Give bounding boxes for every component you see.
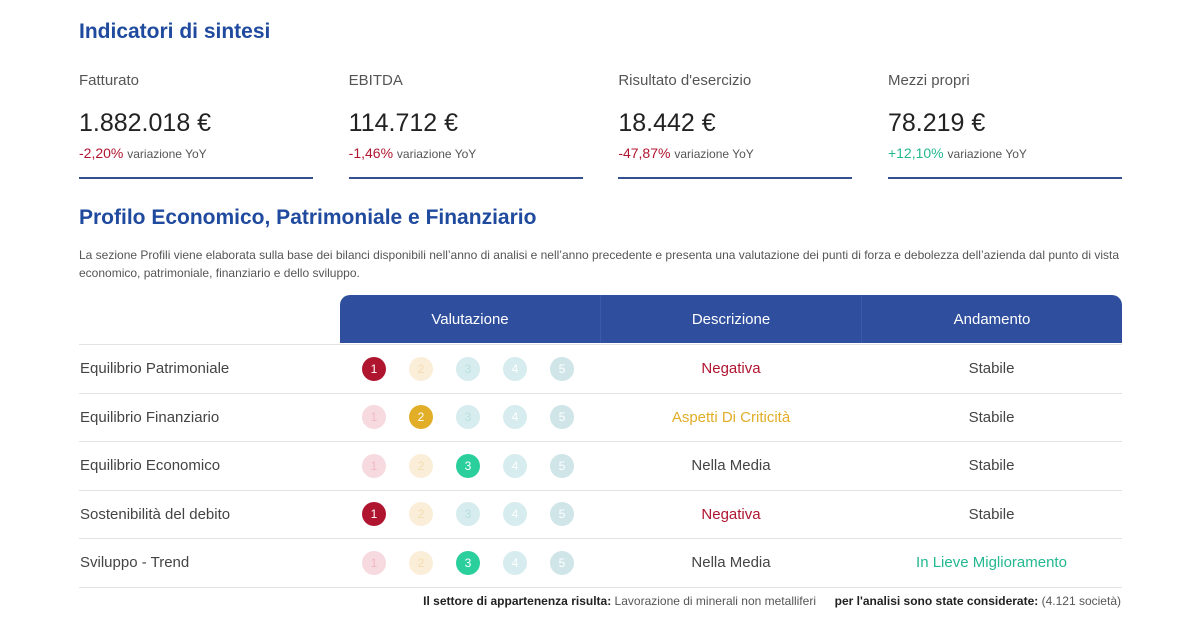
- row-description: Nella Media: [691, 554, 771, 572]
- table-row: Equilibrio Finanziario 1 2 3 4 5 Aspetti…: [79, 394, 1122, 442]
- kpi-value: 114.712 €: [348, 109, 459, 137]
- table-row: Sviluppo - Trend 1 2 3 4 5 Nella Media I…: [79, 539, 1122, 588]
- score-dot: 1: [362, 405, 386, 430]
- row-label: Sostenibilità del debito: [80, 505, 231, 523]
- kpi-delta: +12,10% variazione YoY: [888, 145, 1027, 161]
- row-description: Nella Media: [691, 457, 771, 475]
- kpi-delta-suffix: variazione YoY: [127, 147, 207, 161]
- kpi-delta-suffix: variazione YoY: [674, 147, 754, 161]
- score-dot: 2: [409, 502, 433, 527]
- row-trend: Stabile: [968, 408, 1015, 426]
- kpi-delta: -2,20% variazione YoY: [79, 145, 207, 161]
- table-row: Equilibrio Economico 1 2 3 4 5 Nella Med…: [79, 442, 1122, 491]
- row-trend: Stabile: [968, 505, 1015, 523]
- kpi-row: Fatturato 1.882.018 € -2,20% variazione …: [79, 71, 1122, 179]
- kpi-value: 1.882.018 €: [79, 109, 212, 137]
- sector-label: Il settore di appartenenza risulta:: [423, 594, 612, 608]
- kpi-delta-percent: -2,20%: [79, 145, 124, 161]
- score-dot: 1: [362, 550, 386, 575]
- kpi-card: EBITDA 114.712 € -1,46% variazione YoY: [348, 71, 583, 179]
- section-title-sintesi: Indicatori di sintesi: [79, 20, 271, 43]
- kpi-delta-percent: -47,87%: [618, 145, 671, 161]
- score-scale: 1 2 3 4 5: [362, 356, 574, 381]
- score-scale: 1 2 3 4 5: [362, 502, 574, 527]
- table-row: Equilibrio Patrimoniale 1 2 3 4 5 Negati…: [79, 345, 1122, 394]
- kpi-label: Risultato d'esercizio: [618, 72, 752, 89]
- kpi-label: Mezzi propri: [887, 72, 970, 89]
- column-header-descrizione: Descrizione: [601, 295, 862, 343]
- score-dot: 5: [550, 502, 574, 527]
- kpi-delta-percent: -1,46%: [348, 145, 394, 161]
- kpi-delta: -47,87% variazione YoY: [618, 145, 753, 161]
- score-dot: 2: [409, 453, 433, 478]
- sector-value: Lavorazione di minerali non metalliferi: [614, 594, 816, 608]
- row-description: Negativa: [701, 505, 761, 523]
- table-body: Equilibrio Patrimoniale 1 2 3 4 5 Negati…: [79, 344, 1122, 588]
- kpi-card: Mezzi propri 78.219 € +12,10% variazione…: [887, 71, 1122, 179]
- table-row: Sostenibilità del debito 1 2 3 4 5 Negat…: [79, 491, 1122, 539]
- count-label: per l'analisi sono state considerate:: [834, 594, 1039, 608]
- score-scale: 1 2 3 4 5: [362, 550, 574, 575]
- score-dot: 4: [503, 550, 527, 575]
- row-label: Sviluppo - Trend: [80, 554, 190, 572]
- kpi-value: 18.442 €: [618, 109, 716, 137]
- score-scale: 1 2 3 4 5: [362, 453, 574, 478]
- score-dot: 4: [503, 502, 527, 527]
- score-dot: 1: [362, 356, 386, 381]
- kpi-delta: -1,46% variazione YoY: [349, 145, 477, 161]
- row-label: Equilibrio Finanziario: [80, 408, 220, 426]
- score-dot: 2: [409, 356, 433, 381]
- score-dot: 5: [550, 405, 574, 430]
- score-dot: 3: [456, 405, 480, 430]
- score-dot: 5: [550, 453, 574, 478]
- score-dot: 5: [550, 550, 574, 575]
- kpi-label: EBITDA: [348, 72, 403, 89]
- score-dot: 3: [456, 550, 480, 575]
- score-dot: 3: [456, 356, 480, 381]
- score-dot: 4: [503, 453, 527, 478]
- row-trend: Stabile: [968, 457, 1015, 475]
- section-title-profilo: Profilo Economico, Patrimoniale e Finanz…: [79, 206, 537, 229]
- kpi-card: Fatturato 1.882.018 € -2,20% variazione …: [79, 71, 313, 179]
- kpi-delta-suffix: variazione YoY: [947, 147, 1027, 161]
- score-dot: 4: [503, 405, 527, 430]
- column-header-valutazione: Valutazione: [340, 295, 601, 343]
- score-dot: 5: [550, 356, 574, 381]
- count-value: (4.121 società): [1041, 594, 1121, 608]
- column-header-andamento: Andamento: [953, 310, 1031, 328]
- kpi-label: Fatturato: [79, 72, 140, 89]
- score-dot: 2: [409, 405, 433, 430]
- kpi-delta-percent: +12,10%: [887, 145, 944, 161]
- kpi-delta-suffix: variazione YoY: [396, 147, 477, 161]
- score-dot: 4: [503, 356, 527, 381]
- score-dot: 3: [456, 502, 480, 527]
- score-dot: 3: [456, 453, 480, 478]
- score-dot: 1: [362, 502, 386, 527]
- row-description: Negativa: [701, 360, 761, 378]
- kpi-value: 78.219 €: [887, 109, 986, 137]
- section-description: La sezione Profili viene elaborata sulla…: [79, 248, 1120, 280]
- row-trend: Stabile: [968, 360, 1015, 378]
- table-footer-note: Il settore di appartenenza risulta: Lavo…: [423, 594, 1121, 608]
- score-dot: 2: [409, 550, 433, 575]
- table-header: Valutazione Descrizione Andamento: [340, 295, 1122, 343]
- row-description: Aspetti Di Criticità: [671, 408, 791, 426]
- row-label: Equilibrio Patrimoniale: [80, 360, 230, 378]
- score-scale: 1 2 3 4 5: [362, 405, 574, 430]
- score-dot: 1: [362, 453, 386, 478]
- row-trend: In Lieve Miglioramento: [916, 554, 1067, 572]
- row-label: Equilibrio Economico: [80, 457, 221, 475]
- kpi-card: Risultato d'esercizio 18.442 € -47,87% v…: [618, 71, 853, 179]
